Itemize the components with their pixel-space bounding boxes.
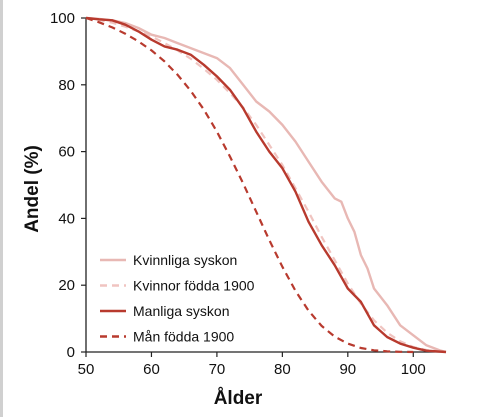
series-line-4: [85, 16, 414, 354]
x-axis-title: Ålder: [214, 388, 263, 409]
axes: 0 20 40 60 80 100 50 60 70 80 90 100: [50, 10, 446, 378]
x-tick-label: 70: [209, 361, 226, 378]
y-tick-label: 40: [58, 210, 75, 227]
legend: Kvinnliga syskon Kvinnor födda 1900 Manlig…: [100, 252, 255, 345]
x-tick-label: 50: [78, 361, 95, 378]
y-axis-title: Andel (%): [22, 145, 43, 233]
series-line-2: [85, 16, 447, 354]
y-tick-label: 80: [58, 77, 75, 94]
x-tick-label: 100: [401, 361, 426, 378]
legend-label-4: Mån födda 1900: [133, 329, 234, 345]
y-tick-label: 60: [58, 144, 75, 161]
y-tick-label: 20: [58, 277, 75, 294]
x-tick-label: 60: [143, 361, 160, 378]
x-tick-label: 80: [274, 361, 291, 378]
legend-label-2: Kvinnor födda 1900: [133, 278, 255, 294]
x-tick-label: 90: [339, 361, 356, 378]
series-layer: [85, 16, 447, 354]
y-tick-label: 100: [50, 10, 75, 27]
legend-label-1: Kvinnliga syskon: [133, 252, 237, 268]
left-border: [0, 0, 3, 417]
series-line-1: [85, 16, 447, 354]
legend-label-3: Manliga syskon: [133, 303, 230, 319]
series-line-3: [85, 16, 447, 354]
y-tick-label: 0: [67, 344, 75, 361]
